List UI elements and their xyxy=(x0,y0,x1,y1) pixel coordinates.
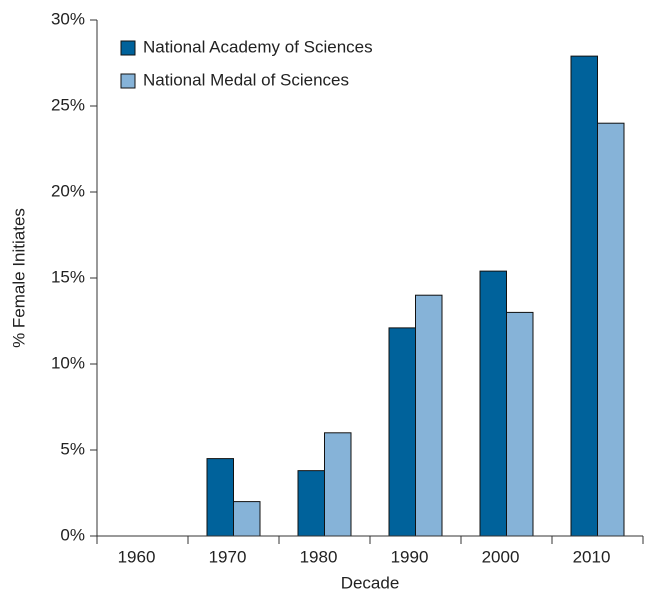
y-tick-label: 15% xyxy=(51,267,85,286)
bar xyxy=(388,327,416,537)
bar xyxy=(570,55,598,537)
legend-swatch xyxy=(120,73,136,89)
x-tick-label: 2010 xyxy=(573,547,611,566)
x-tick-label: 1970 xyxy=(209,547,247,566)
y-tick-label: 5% xyxy=(60,439,85,458)
bar xyxy=(479,270,507,537)
x-tick-label: 1960 xyxy=(118,547,156,566)
bar xyxy=(233,501,261,537)
bar xyxy=(415,294,443,537)
legend-label: National Academy of Sciences xyxy=(143,37,373,56)
x-tick-label: 2000 xyxy=(482,547,520,566)
bar xyxy=(506,311,534,537)
y-tick-label: 20% xyxy=(51,181,85,200)
bar xyxy=(324,432,352,537)
x-tick-label: 1990 xyxy=(391,547,429,566)
y-axis-title: % Female Initiates xyxy=(9,208,28,348)
bar xyxy=(206,458,234,537)
y-tick-label: 30% xyxy=(51,9,85,28)
y-tick-label: 0% xyxy=(60,525,85,544)
x-tick-label: 1980 xyxy=(300,547,338,566)
legend-label: National Medal of Sciences xyxy=(143,70,349,89)
bar xyxy=(297,470,325,537)
x-axis-title: Decade xyxy=(341,573,400,592)
y-tick-label: 25% xyxy=(51,95,85,114)
y-tick-label: 10% xyxy=(51,353,85,372)
bar xyxy=(597,122,625,537)
legend-swatch xyxy=(120,40,136,56)
